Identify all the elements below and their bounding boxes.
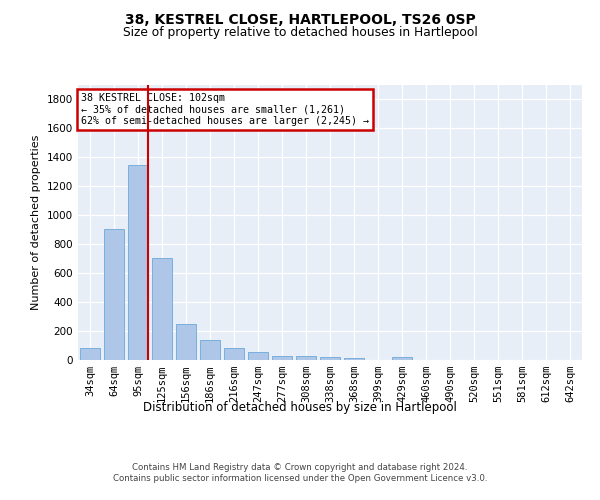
Bar: [200, 340, 220, 360]
Bar: [128, 166, 148, 360]
Bar: [152, 258, 172, 360]
Bar: [344, 358, 364, 360]
Text: Size of property relative to detached houses in Hartlepool: Size of property relative to detached ho…: [122, 26, 478, 39]
Text: 38 KESTREL CLOSE: 102sqm
← 35% of detached houses are smaller (1,261)
62% of sem: 38 KESTREL CLOSE: 102sqm ← 35% of detach…: [80, 93, 368, 126]
Bar: [224, 348, 244, 360]
Bar: [248, 352, 268, 360]
Bar: [176, 324, 196, 360]
Text: Contains public sector information licensed under the Open Government Licence v3: Contains public sector information licen…: [113, 474, 487, 483]
Text: Distribution of detached houses by size in Hartlepool: Distribution of detached houses by size …: [143, 401, 457, 414]
Bar: [320, 358, 340, 360]
Bar: [80, 348, 100, 360]
Y-axis label: Number of detached properties: Number of detached properties: [31, 135, 41, 310]
Text: 38, KESTREL CLOSE, HARTLEPOOL, TS26 0SP: 38, KESTREL CLOSE, HARTLEPOOL, TS26 0SP: [125, 12, 475, 26]
Bar: [296, 356, 316, 360]
Bar: [104, 229, 124, 360]
Bar: [392, 357, 412, 360]
Text: Contains HM Land Registry data © Crown copyright and database right 2024.: Contains HM Land Registry data © Crown c…: [132, 462, 468, 471]
Bar: [272, 356, 292, 360]
